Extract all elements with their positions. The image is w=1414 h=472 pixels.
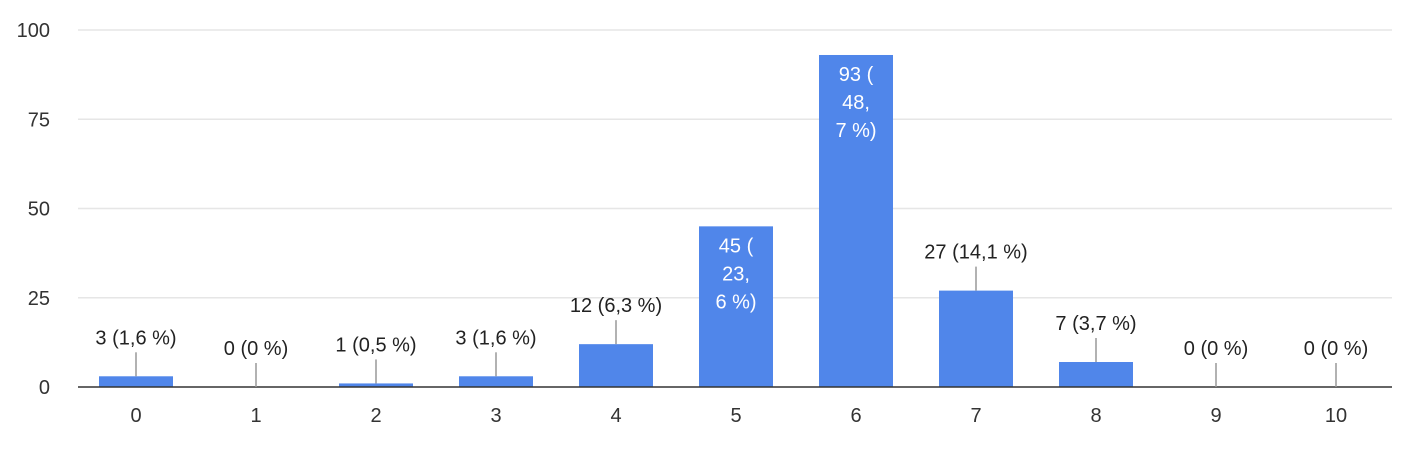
data-labels: 3 (1,6 %) 0 (0 %) 1 (0,5 %) 3 (1,6 %) 12 (6,… bbox=[95, 64, 1368, 387]
y-tick-label: 75 bbox=[28, 109, 50, 131]
data-label: 1 (0,5 %) bbox=[335, 334, 416, 356]
bar bbox=[699, 226, 773, 387]
data-label: 93 (48, 7 %) bbox=[835, 64, 876, 142]
x-tick-label: 3 bbox=[490, 405, 501, 427]
bar bbox=[819, 54, 893, 388]
y-tick-label: 0 bbox=[39, 377, 50, 399]
x-axis-ticks: 0 1 2 3 4 5 6 7 8 9 10 bbox=[130, 405, 1347, 427]
data-label: 0 (0 %) bbox=[1304, 338, 1368, 360]
data-label: 0 (0 %) bbox=[224, 338, 288, 360]
x-tick-label: 5 bbox=[730, 405, 741, 427]
data-label: 3 (1,6 %) bbox=[95, 327, 176, 349]
data-label: 12 (6,3 %) bbox=[570, 295, 662, 317]
data-label: 45 (23, 6 %) bbox=[715, 235, 756, 313]
x-tick-label: 2 bbox=[370, 405, 381, 427]
x-tick-label: 7 bbox=[970, 405, 981, 427]
bar bbox=[1059, 362, 1133, 387]
y-tick-label: 50 bbox=[28, 199, 50, 221]
x-tick-label: 9 bbox=[1210, 405, 1221, 427]
x-tick-label: 6 bbox=[850, 405, 861, 427]
bar bbox=[459, 376, 533, 387]
bar bbox=[339, 383, 413, 387]
bar bbox=[579, 344, 653, 387]
data-label: 7 (3,7 %) bbox=[1055, 313, 1136, 335]
bar bbox=[99, 376, 173, 387]
y-axis-ticks: 0 25 50 75 100 bbox=[17, 20, 50, 399]
x-tick-label: 4 bbox=[610, 405, 621, 427]
x-tick-label: 8 bbox=[1090, 405, 1101, 427]
bars bbox=[99, 54, 1133, 388]
x-tick-label: 0 bbox=[130, 405, 141, 427]
y-tick-label: 100 bbox=[17, 20, 50, 42]
data-label: 3 (1,6 %) bbox=[455, 327, 536, 349]
x-tick-label: 1 bbox=[250, 405, 261, 427]
bar bbox=[939, 290, 1013, 387]
x-tick-label: 10 bbox=[1325, 405, 1347, 427]
y-tick-label: 25 bbox=[28, 288, 50, 310]
data-label: 27 (14,1 %) bbox=[924, 242, 1027, 264]
data-label: 0 (0 %) bbox=[1184, 338, 1248, 360]
